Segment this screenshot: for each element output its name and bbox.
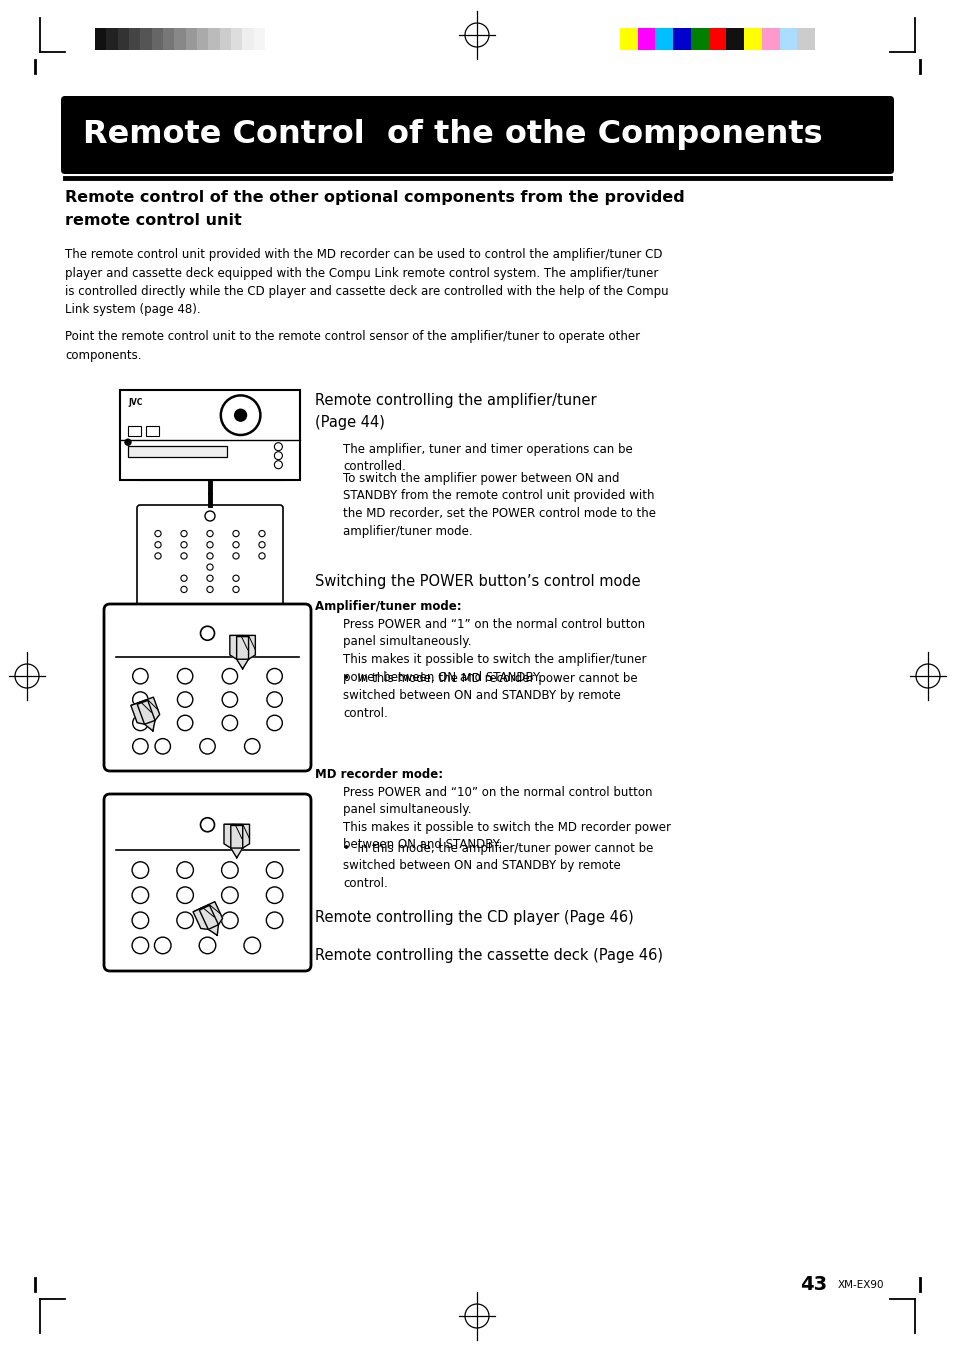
Polygon shape xyxy=(236,636,249,669)
Circle shape xyxy=(234,409,246,422)
Bar xyxy=(129,28,140,50)
Text: Remote controlling the amplifier/tuner: Remote controlling the amplifier/tuner xyxy=(314,393,596,408)
Polygon shape xyxy=(137,700,155,731)
Text: Remote controlling the cassette deck (Page 46): Remote controlling the cassette deck (Pa… xyxy=(314,948,662,963)
Polygon shape xyxy=(230,635,255,659)
Bar xyxy=(146,426,159,436)
Text: The remote control unit provided with the MD recorder can be used to control the: The remote control unit provided with th… xyxy=(65,249,668,316)
Bar xyxy=(655,28,673,50)
Bar xyxy=(174,28,186,50)
Bar xyxy=(152,28,163,50)
Bar xyxy=(253,28,265,50)
Bar xyxy=(196,28,208,50)
Bar xyxy=(619,28,637,50)
Bar xyxy=(117,28,129,50)
Text: Remote Control  of the othe Components: Remote Control of the othe Components xyxy=(83,119,821,150)
Text: Press POWER and “10” on the normal control button
panel simultaneously.
This mak: Press POWER and “10” on the normal contr… xyxy=(343,786,670,851)
Bar xyxy=(779,28,797,50)
Bar xyxy=(128,426,141,436)
Text: The amplifier, tuner and timer operations can be
controlled.: The amplifier, tuner and timer operation… xyxy=(343,443,632,473)
Text: To switch the amplifier power between ON and
STANDBY from the remote control uni: To switch the amplifier power between ON… xyxy=(343,471,656,538)
Text: Switching the POWER button’s control mode: Switching the POWER button’s control mod… xyxy=(314,574,640,589)
Text: Press POWER and “1” on the normal control button
panel simultaneously.
This make: Press POWER and “1” on the normal contro… xyxy=(343,617,646,684)
Bar xyxy=(231,28,242,50)
Text: 43: 43 xyxy=(800,1275,826,1294)
Text: JVC: JVC xyxy=(128,399,142,407)
Bar xyxy=(637,28,655,50)
Bar xyxy=(128,446,227,457)
Circle shape xyxy=(125,439,131,446)
FancyBboxPatch shape xyxy=(104,794,311,971)
Polygon shape xyxy=(131,697,159,724)
Bar xyxy=(725,28,743,50)
Bar xyxy=(690,28,708,50)
Bar xyxy=(797,28,814,50)
Bar xyxy=(673,28,690,50)
Bar xyxy=(761,28,779,50)
Bar xyxy=(743,28,761,50)
Text: Remote controlling the CD player (Page 46): Remote controlling the CD player (Page 4… xyxy=(314,911,633,925)
FancyBboxPatch shape xyxy=(137,505,283,607)
Bar xyxy=(208,28,219,50)
FancyBboxPatch shape xyxy=(61,96,893,174)
Bar xyxy=(106,28,117,50)
Bar xyxy=(120,390,299,480)
Text: Remote control of the other optional components from the provided: Remote control of the other optional com… xyxy=(65,190,684,205)
Text: Amplifier/tuner mode:: Amplifier/tuner mode: xyxy=(314,600,461,613)
Text: XM-EX90: XM-EX90 xyxy=(837,1279,883,1290)
Text: Point the remote control unit to the remote control sensor of the amplifier/tune: Point the remote control unit to the rem… xyxy=(65,330,639,362)
Text: •  In this mode, the amplifier/tuner power cannot be
switched between ON and STA: • In this mode, the amplifier/tuner powe… xyxy=(343,842,653,890)
Text: MD recorder mode:: MD recorder mode: xyxy=(314,767,442,781)
Bar xyxy=(242,28,253,50)
Polygon shape xyxy=(231,825,242,858)
Text: •  In this mode, the MD recorder power cannot be
switched between ON and STANDBY: • In this mode, the MD recorder power ca… xyxy=(343,671,637,720)
Bar xyxy=(140,28,152,50)
FancyBboxPatch shape xyxy=(104,604,311,771)
Bar xyxy=(163,28,174,50)
Bar xyxy=(708,28,725,50)
Text: (Page 44): (Page 44) xyxy=(314,415,384,430)
Polygon shape xyxy=(224,824,250,848)
Bar xyxy=(219,28,231,50)
Bar xyxy=(95,28,106,50)
Polygon shape xyxy=(193,901,222,929)
Bar xyxy=(186,28,196,50)
Polygon shape xyxy=(199,905,218,935)
Text: remote control unit: remote control unit xyxy=(65,213,241,228)
